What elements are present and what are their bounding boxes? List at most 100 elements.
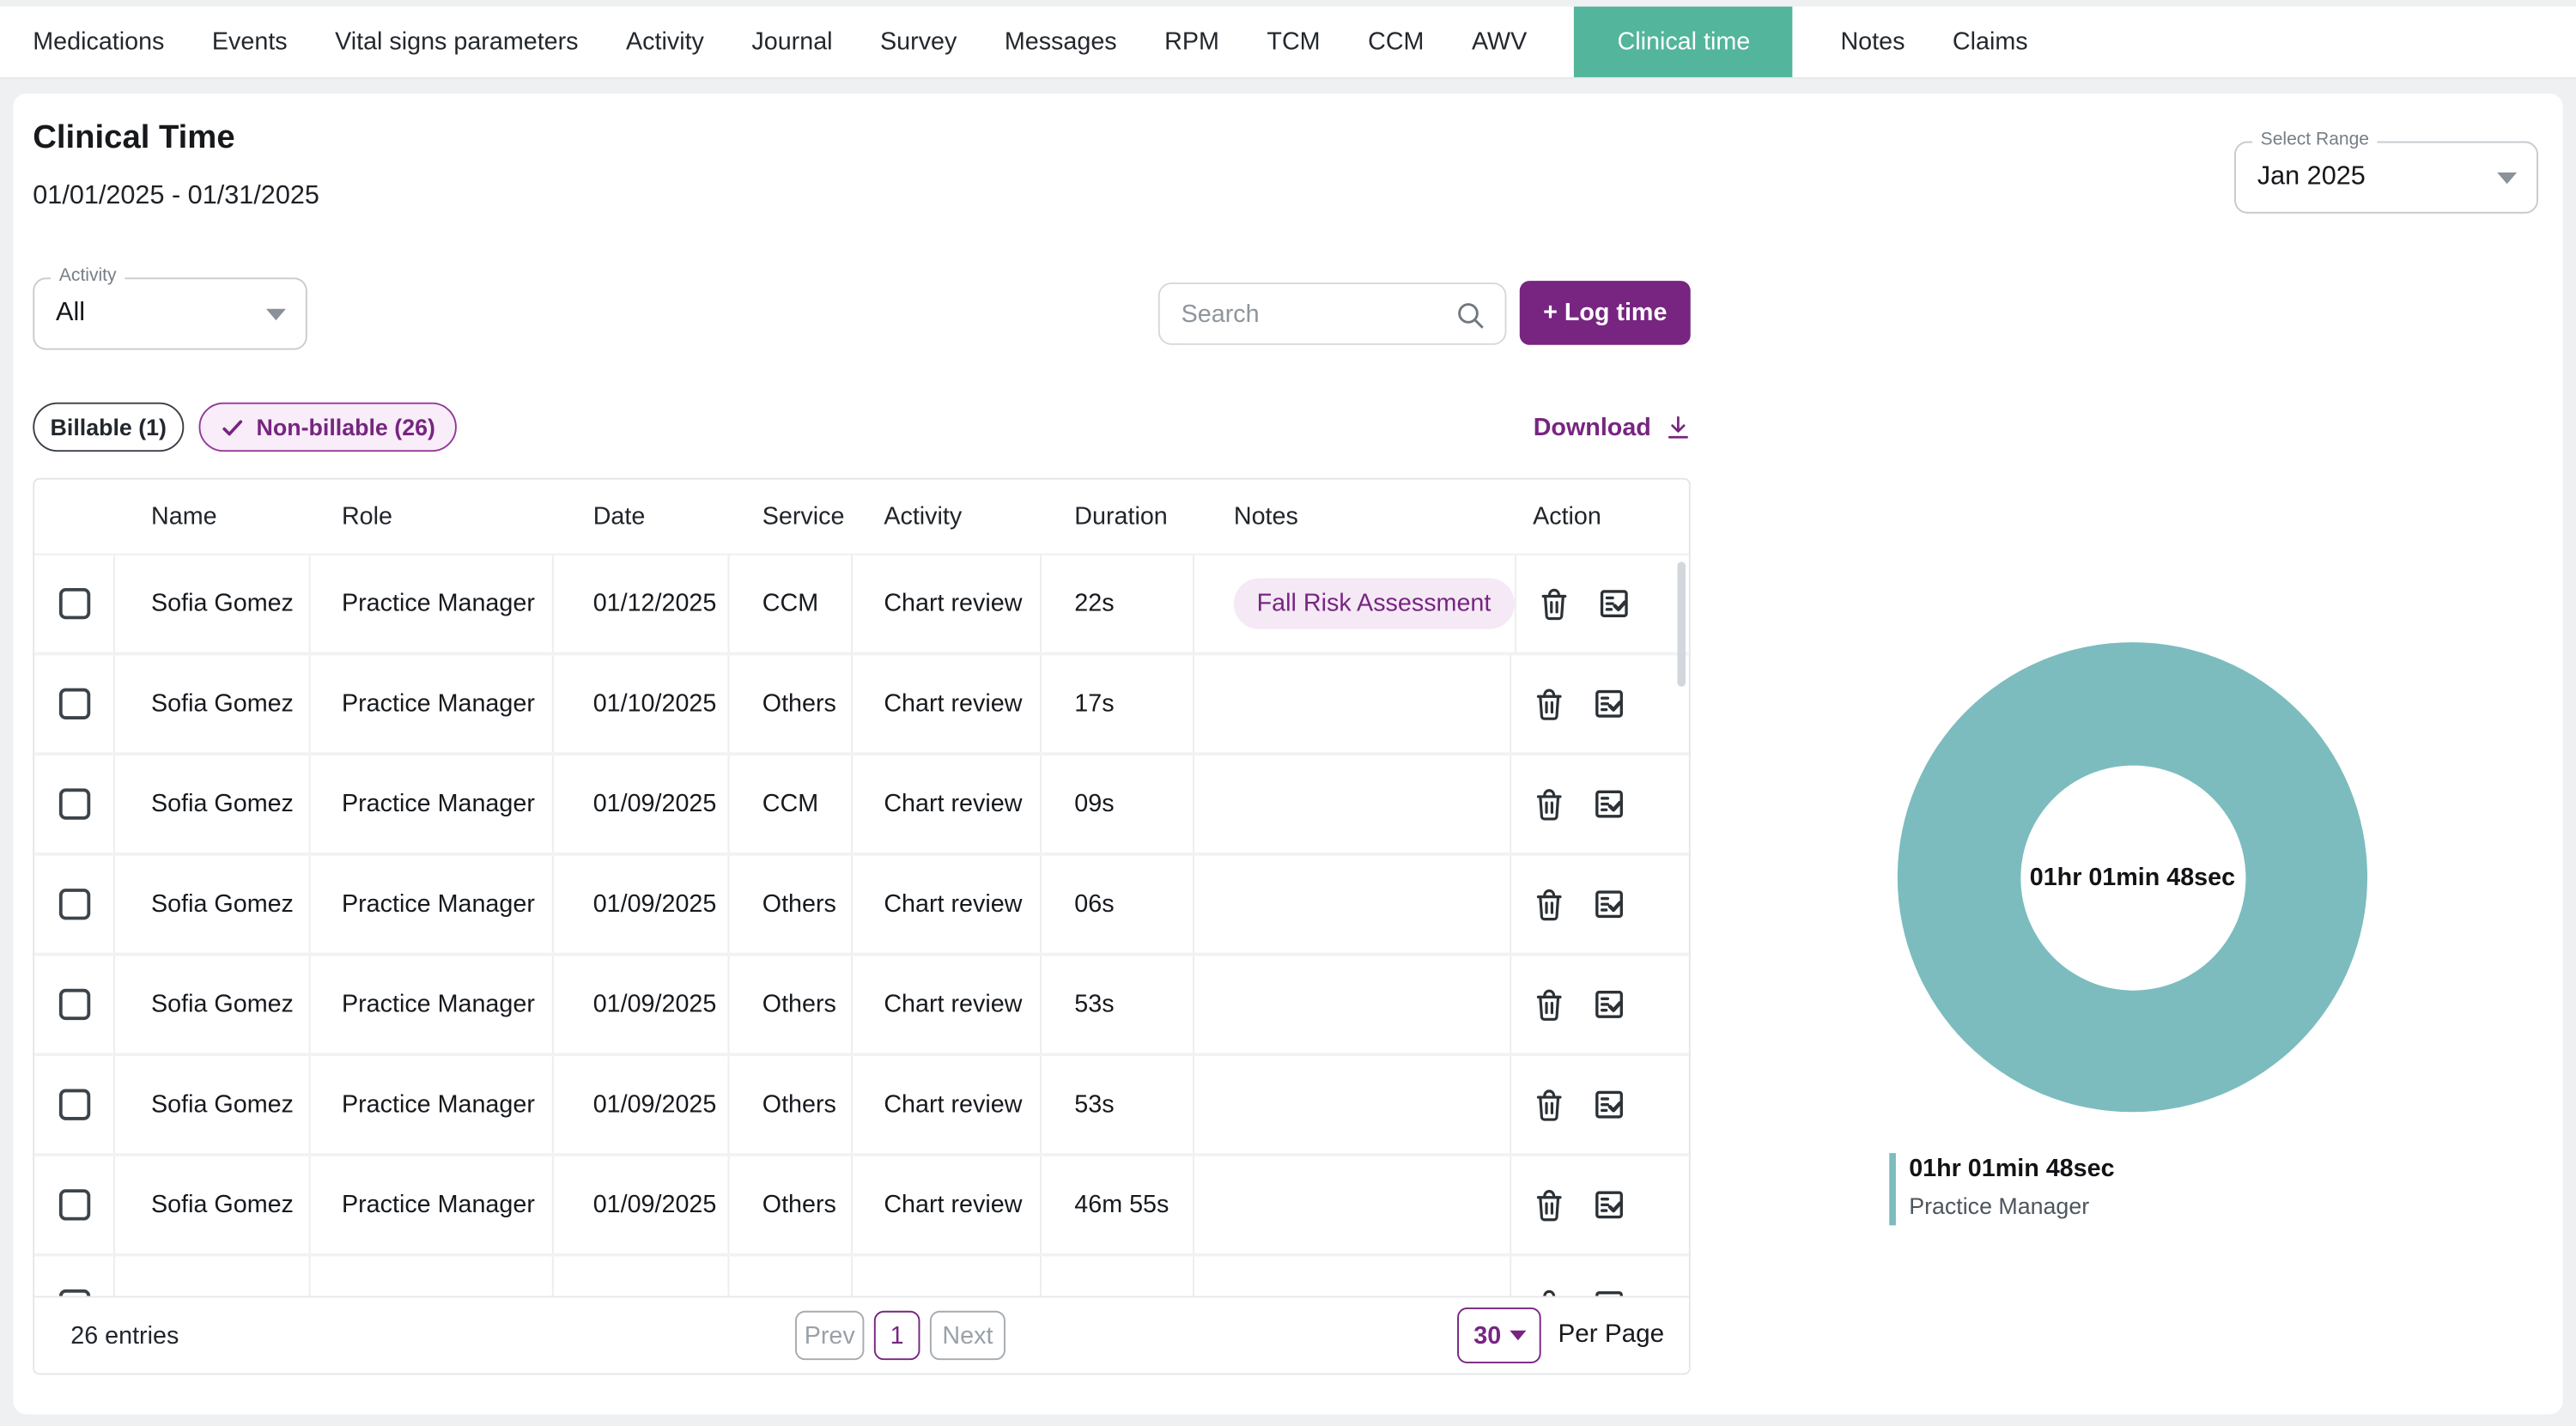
nav-item-messages[interactable]: Messages [1004, 27, 1117, 57]
search-icon [1454, 299, 1486, 331]
cell-role: Practice Manager [311, 1056, 554, 1154]
table-row: Sofia Gomez Practice Manager 01/09/2025 … [34, 1156, 1689, 1257]
cell-role [311, 1256, 554, 1300]
entries-count: 26 entries [70, 1321, 179, 1350]
per-page-dropdown[interactable]: 30 [1457, 1307, 1542, 1364]
note-edit-icon[interactable] [1592, 687, 1626, 721]
note-edit-icon[interactable] [1592, 786, 1626, 821]
delete-icon[interactable] [1537, 586, 1570, 622]
cell-date: 01/12/2025 [554, 555, 730, 652]
cell-date: 01/10/2025 [554, 655, 730, 753]
download-link[interactable]: Download [1534, 414, 1692, 442]
cell-date: 01/09/2025 [554, 1056, 730, 1154]
nav-item-rpm[interactable]: RPM [1164, 27, 1219, 57]
row-checkbox[interactable] [58, 1189, 90, 1221]
cell-name: Sofia Gomez [115, 855, 311, 953]
delete-icon[interactable] [1533, 986, 1565, 1022]
column-header-role: Role [341, 502, 393, 531]
table-row: Sofia Gomez Practice Manager 01/12/2025 … [34, 555, 1689, 656]
column-header-activity: Activity [884, 502, 963, 531]
per-page-value: 30 [1473, 1321, 1502, 1350]
cell-action [1511, 856, 1689, 953]
table-row: Sofia Gomez Practice Manager 01/09/2025 … [34, 855, 1689, 956]
table-row: Sofia Gomez Practice Manager 01/10/2025 … [34, 655, 1689, 756]
nav-item-survey[interactable]: Survey [880, 27, 957, 57]
current-page-button[interactable]: 1 [873, 1310, 920, 1361]
nav-item-tcm[interactable]: TCM [1267, 27, 1321, 57]
cell-action [1511, 956, 1689, 1053]
nav-item-activity[interactable]: Activity [626, 27, 704, 57]
log-time-button[interactable]: + Log time [1519, 281, 1691, 345]
note-edit-icon[interactable] [1596, 586, 1631, 621]
nav-item-notes[interactable]: Notes [1840, 27, 1905, 57]
non-billable-filter-chip[interactable]: Non-billable (26) [198, 402, 457, 452]
column-header-service: Service [762, 502, 845, 531]
note-edit-icon[interactable] [1592, 987, 1626, 1022]
column-header-notes: Notes [1233, 502, 1298, 531]
note-edit-icon[interactable] [1592, 887, 1626, 921]
nav-item-vital-signs-parameters[interactable]: Vital signs parameters [335, 27, 579, 57]
activity-label: Activity [51, 265, 125, 286]
column-header-date: Date [592, 502, 646, 531]
delete-icon[interactable] [1533, 1186, 1565, 1223]
table-header: Name Role Date Service Activity Duration… [34, 480, 1689, 555]
next-page-button[interactable]: Next [929, 1310, 1005, 1361]
cell-service: CCM [729, 755, 853, 853]
cell-action [1511, 755, 1689, 853]
nav-items: Medications Events Vital signs parameters A… [33, 6, 2028, 77]
delete-icon[interactable] [1533, 786, 1565, 822]
note-edit-icon[interactable] [1592, 1088, 1626, 1122]
cell-date: 01/09/2025 [554, 755, 730, 853]
chevron-down-icon [2497, 172, 2518, 185]
cell-activity: Chart review [853, 555, 1042, 652]
row-checkbox[interactable] [58, 788, 90, 820]
cell-service: Others [729, 1156, 853, 1253]
nav-item-clinical-time[interactable]: Clinical time [1574, 6, 1793, 77]
table-scrollbar[interactable] [1677, 561, 1686, 687]
cell-service: Others [729, 855, 853, 953]
prev-page-button[interactable]: Prev [795, 1310, 865, 1361]
delete-icon[interactable] [1533, 686, 1565, 722]
table-row: Sofia Gomez Practice Manager 01/09/2025 … [34, 755, 1689, 856]
cell-role: Practice Manager [311, 855, 554, 953]
billable-filter-chip[interactable]: Billable (1) [33, 402, 185, 452]
select-range-dropdown[interactable]: Select Range Jan 2025 [2234, 130, 2538, 214]
cell-name: Sofia Gomez [115, 655, 311, 753]
download-label: Download [1533, 414, 1651, 442]
cell-duration: 09s [1042, 755, 1194, 853]
legend-color-bar [1889, 1153, 1896, 1226]
cell-activity: Chart review [853, 755, 1042, 853]
nav-item-events[interactable]: Events [211, 27, 288, 57]
row-checkbox[interactable] [58, 1089, 90, 1120]
nav-item-journal[interactable]: Journal [751, 27, 833, 57]
legend-name: Practice Manager [1909, 1192, 2090, 1219]
nav-item-claims[interactable]: Claims [1952, 27, 2028, 57]
pagination: Prev 1 Next [795, 1310, 1005, 1361]
nav-item-medications[interactable]: Medications [33, 27, 165, 57]
nav-item-ccm[interactable]: CCM [1368, 27, 1425, 57]
clinical-time-donut-chart: 01hr 01min 48sec [1897, 642, 2368, 1113]
note-edit-icon[interactable] [1592, 1187, 1626, 1222]
table-row [34, 1256, 1689, 1300]
clinical-time-card: Clinical Time 01/01/2025 - 01/31/2025 Se… [13, 94, 2563, 1415]
clinical-time-table: Name Role Date Service Activity Duration… [33, 477, 1691, 1375]
delete-icon[interactable] [1533, 886, 1565, 922]
row-checkbox[interactable] [58, 1289, 90, 1300]
nav-item-awv[interactable]: AWV [1471, 27, 1528, 57]
row-checkbox[interactable] [58, 587, 90, 620]
cell-service: CCM [729, 555, 853, 652]
cell-date: 01/09/2025 [554, 956, 730, 1053]
delete-icon[interactable] [1533, 1087, 1565, 1123]
search-input[interactable] [1181, 283, 1444, 343]
table-footer: 26 entries Prev 1 Next 30 Per Page [34, 1296, 1689, 1374]
cell-duration: 53s [1042, 1056, 1194, 1154]
row-checkbox[interactable] [58, 688, 90, 720]
cell-action [1511, 1056, 1689, 1153]
search-box [1157, 282, 1507, 345]
row-checkbox[interactable] [58, 988, 90, 1021]
non-billable-label: Non-billable (26) [256, 414, 435, 440]
note-edit-icon[interactable] [1592, 1288, 1626, 1300]
top-strip [0, 0, 2576, 7]
row-checkbox[interactable] [58, 889, 90, 920]
activity-dropdown[interactable]: Activity All [33, 265, 307, 350]
